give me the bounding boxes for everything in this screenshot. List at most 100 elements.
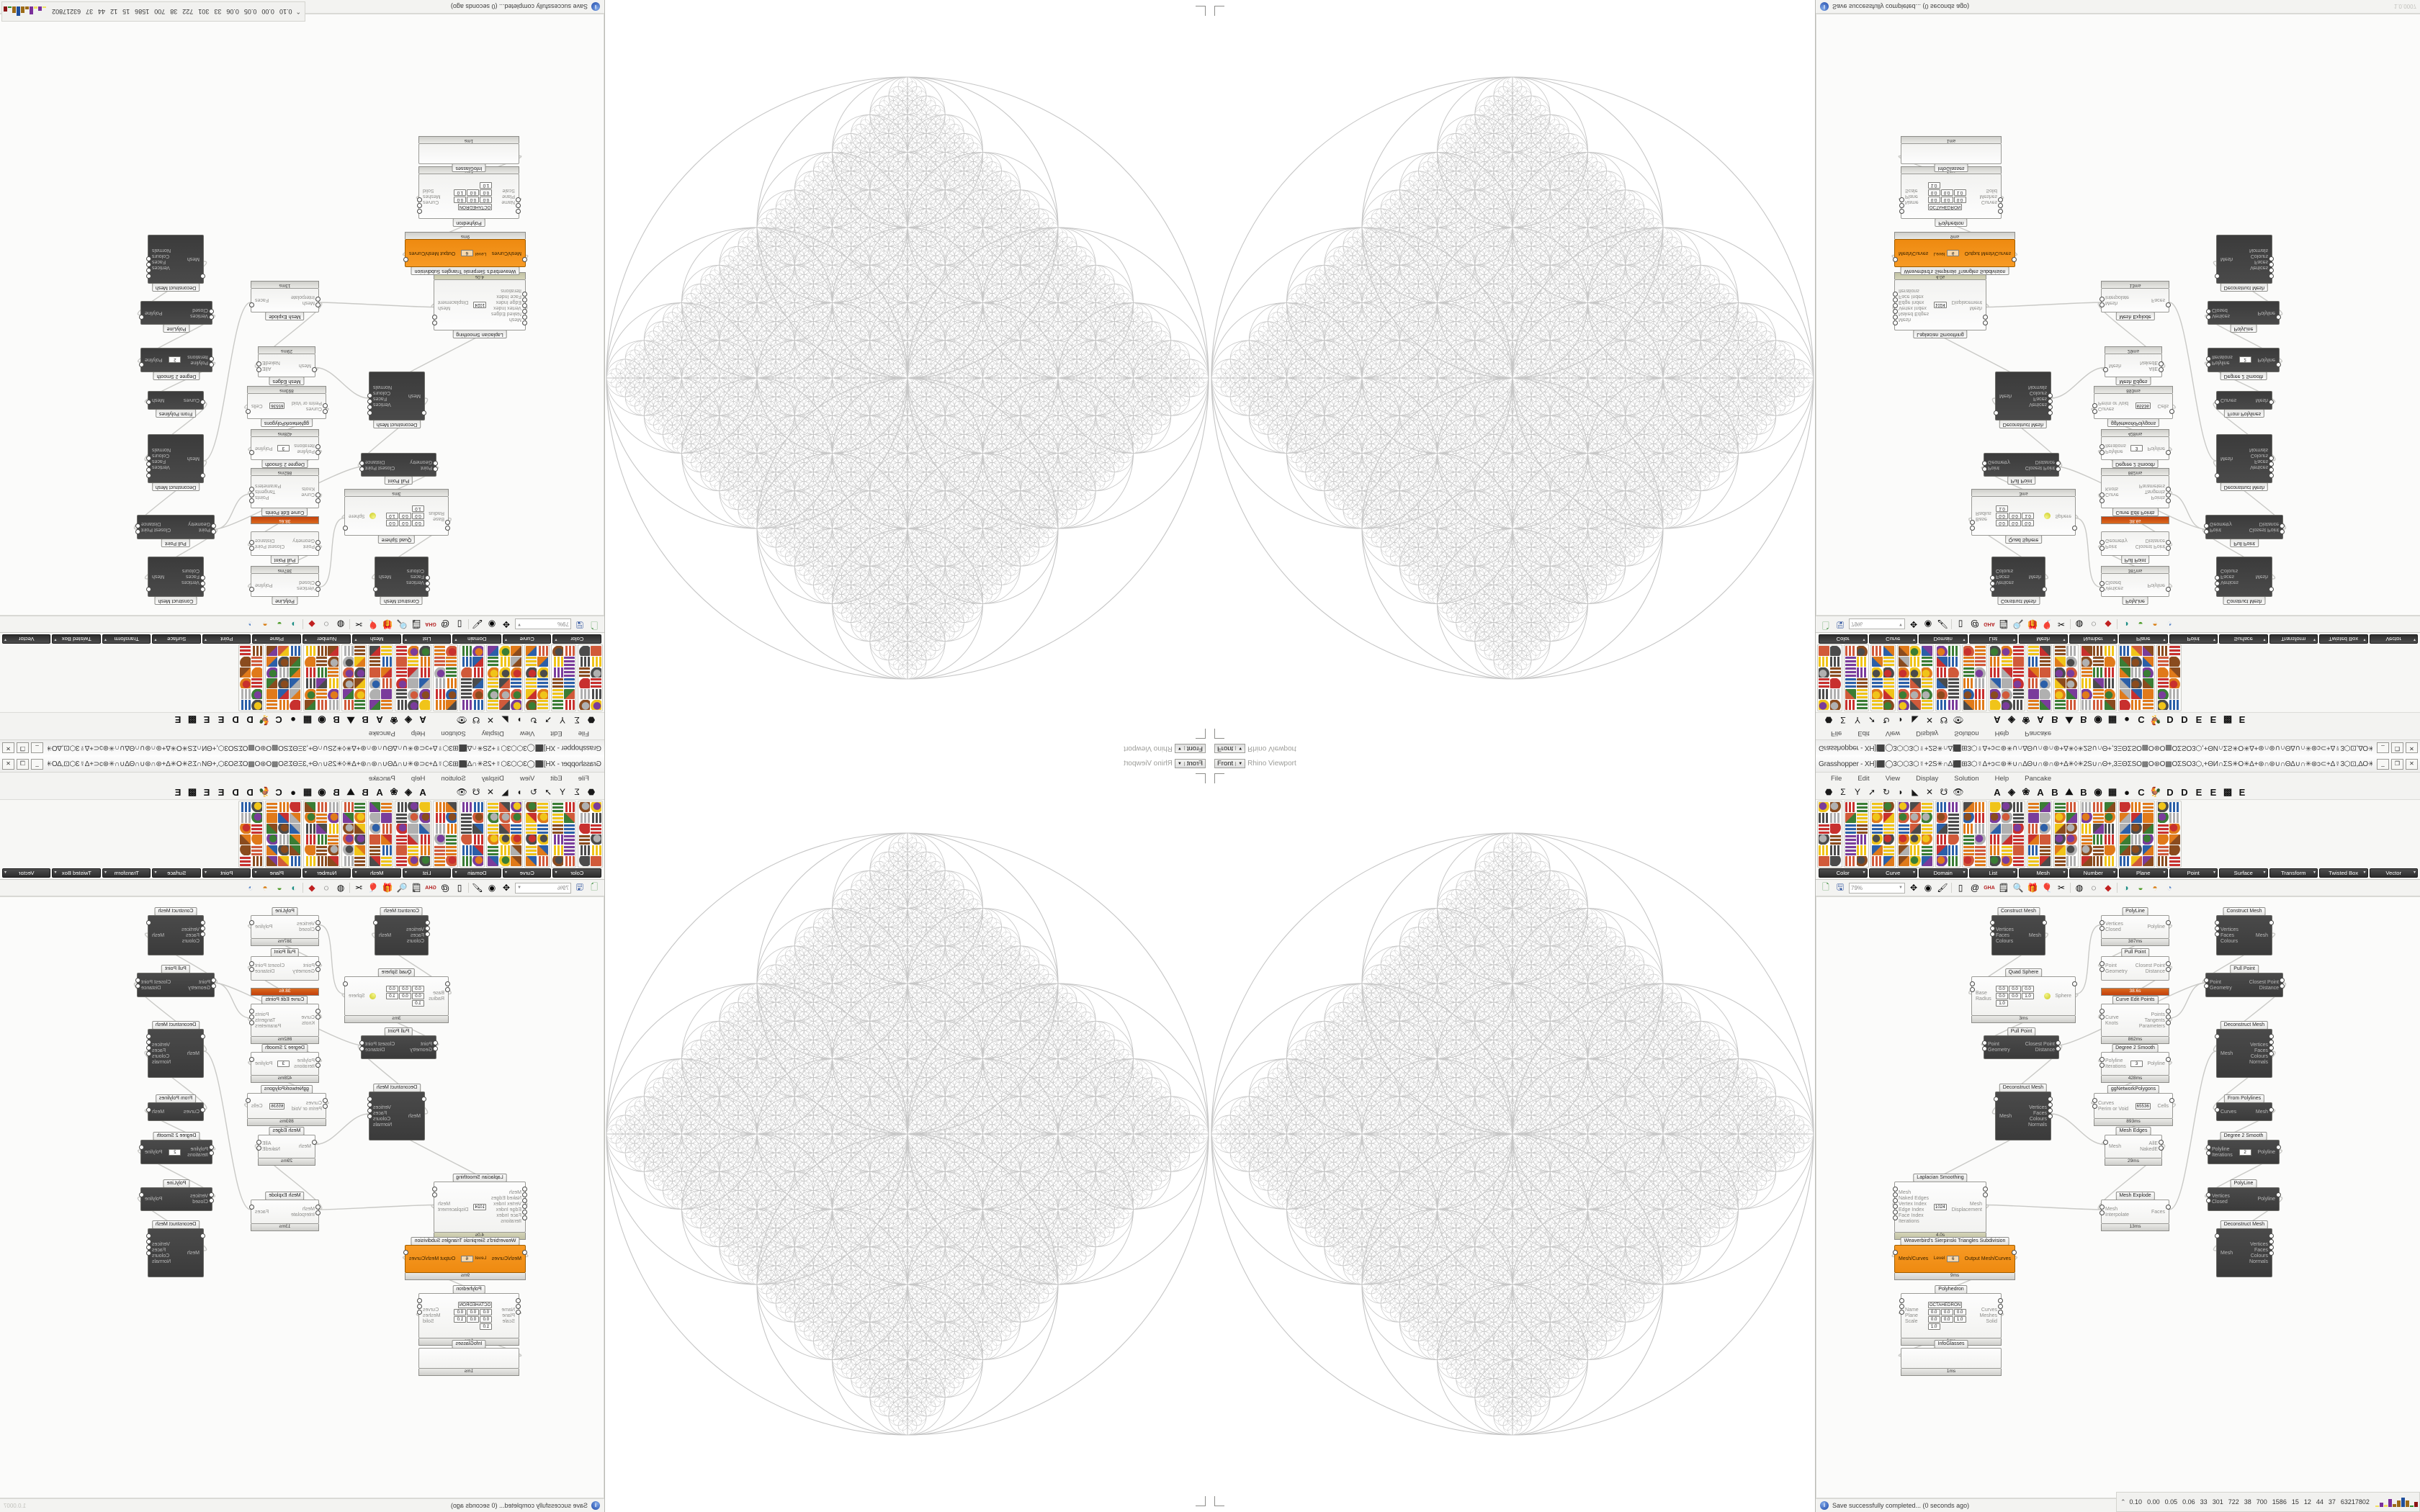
gh-port-nub[interactable]	[2206, 362, 2211, 367]
palette-component-icon[interactable]	[1830, 802, 1841, 812]
palette-group-number[interactable]	[1962, 801, 1987, 868]
palette-component-icon[interactable]	[552, 802, 563, 812]
gh-node-body[interactable]: Curves Perim or Void 65536 Cells	[2092, 1093, 2174, 1119]
gh-node-body[interactable]: Polyline Iterations 2 Polyline	[139, 1140, 214, 1164]
palette-component-icon[interactable]	[266, 813, 277, 823]
palette-component-icon[interactable]	[2081, 824, 2092, 834]
gh-node-pull-point-3[interactable]: Pull Point Point Geometry Closest Point Dist…	[2204, 965, 2285, 997]
palette-component-icon[interactable]	[2055, 678, 2066, 688]
gh-port-nub[interactable]	[2166, 492, 2171, 498]
palette-component-icon[interactable]	[472, 678, 483, 688]
gh-node-body[interactable]: Mesh Vertices Faces Colours Normals	[146, 434, 205, 483]
gh-output-port[interactable]: Normals	[2249, 1259, 2268, 1264]
gh-output-port[interactable]: Normals	[373, 1122, 392, 1128]
palette-component-icon[interactable]	[1883, 678, 1894, 688]
gh-port-nub[interactable]	[522, 1187, 527, 1192]
gh-port-nub[interactable]	[315, 492, 321, 498]
gh-node-degree-2-smooth-1[interactable]: Degree 2 Smooth Polyline Iterations 3 Polyli…	[249, 1044, 321, 1083]
palette-component-icon[interactable]	[2055, 845, 2066, 855]
palette-component-icon[interactable]	[2158, 678, 2169, 688]
gh-node-body[interactable]: Polyline Iterations 3 Polyline	[2099, 1052, 2171, 1076]
gh-node-body[interactable]: Mesh Vertices Faces Colours Normals	[2215, 235, 2274, 284]
gh-output-port[interactable]: Vertices	[373, 1105, 392, 1110]
gh-input-port[interactable]: Closed	[190, 307, 208, 312]
gh-node-polyline-1[interactable]: PolyLine Vertices Closed Polyline 387ms	[249, 566, 321, 605]
palette-component-icon[interactable]	[1830, 646, 1841, 656]
chevron-down-icon[interactable]: ▾	[2263, 635, 2265, 643]
gh-port-nub[interactable]	[2215, 932, 2220, 937]
gh-port-nub[interactable]	[2204, 984, 2209, 989]
gh-port-nub[interactable]	[1990, 581, 1995, 586]
params-curve-icon[interactable]: ↻	[526, 787, 541, 797]
gh-node-body[interactable]: Vertices Faces Colours Mesh	[373, 557, 430, 597]
gh-node-body[interactable]: Base Radius 0.0 0.0 0.0 0.0 0.0 1.0 1.0 Sphere	[1970, 976, 2077, 1016]
palette-component-icon[interactable]	[537, 834, 548, 845]
palette-component-icon[interactable]	[240, 667, 251, 678]
palette-component-icon[interactable]	[2081, 646, 2092, 656]
palette-component-icon[interactable]	[2093, 646, 2104, 656]
gh-node-body[interactable]: Vertices Faces Colours Mesh	[1990, 915, 2047, 955]
gh-port-nub[interactable]	[249, 967, 254, 972]
params-geometry-icon[interactable]: ⬣	[1821, 787, 1836, 797]
gh-port-nub[interactable]	[1893, 320, 1898, 325]
ribbon-category-icon-1[interactable]: ◈	[401, 714, 416, 726]
palette-component-icon[interactable]	[1819, 657, 1829, 667]
palette-component-icon[interactable]	[472, 700, 483, 710]
component-tab-transform[interactable]: Transform ▾	[2269, 868, 2318, 878]
palette-component-icon[interactable]	[499, 802, 510, 812]
gh-output-port[interactable]: Polyline	[145, 1150, 163, 1155]
palette-component-icon[interactable]	[1910, 802, 1921, 812]
ribbon-category-icon-9[interactable]: ●	[2120, 715, 2134, 726]
params-primitive-icon[interactable]: Σ	[570, 787, 584, 797]
gh-output-port[interactable]: Polyline	[145, 358, 163, 363]
palette-group-vector[interactable]	[238, 644, 264, 711]
gh-port-nub[interactable]	[1893, 1187, 1898, 1192]
component-tab-strip[interactable]: Color ▾ Curve ▾ Domain ▾ List ▾ Mesh ▾ Number ▾ Plan…	[1, 633, 603, 644]
palette-component-icon[interactable]	[2131, 700, 2142, 710]
gh-port-nub[interactable]	[2280, 984, 2285, 989]
gh-field-value[interactable]: 0.0	[2009, 520, 2022, 526]
gh-port-nub[interactable]	[1970, 526, 1975, 531]
palette-component-icon[interactable]	[1830, 678, 1841, 688]
gh-port-nub[interactable]	[135, 523, 140, 528]
palette-component-icon[interactable]	[251, 834, 262, 845]
gh-output-port[interactable]: Normals	[2249, 448, 2268, 453]
palette-component-icon[interactable]	[381, 657, 392, 667]
gh-output-port[interactable]: Output Mesh/Curves	[409, 1256, 455, 1261]
ribbon-category-icon-7[interactable]: ◉	[2091, 714, 2105, 726]
gh-node-pull-point-1[interactable]: Pull Point Point Geometry Closest Point Dist…	[359, 1027, 438, 1059]
palette-component-icon[interactable]	[511, 700, 521, 710]
palette-component-icon[interactable]	[461, 802, 472, 812]
palette-component-icon[interactable]	[316, 834, 327, 845]
palette-component-icon[interactable]	[290, 700, 300, 710]
palette-component-icon[interactable]	[408, 856, 418, 866]
gh-input-port[interactable]: Iterations	[187, 1153, 208, 1158]
palette-component-icon[interactable]	[1937, 845, 1948, 855]
palette-component-icon[interactable]	[1899, 667, 1909, 678]
palette-component-icon[interactable]	[328, 700, 339, 710]
gh-node-body[interactable]: Vertices Closed Polyline	[2099, 915, 2171, 939]
gh-port-nub[interactable]	[2269, 274, 2274, 279]
gh-input-port[interactable]: Faces	[1996, 933, 2014, 938]
component-tab-twisted-box[interactable]: Twisted Box ▾	[2319, 634, 2368, 644]
palette-component-icon[interactable]	[2028, 657, 2039, 667]
gh-output-port[interactable]: Mesh	[2256, 575, 2268, 580]
palette-component-icon[interactable]	[1948, 856, 1959, 866]
palette-group-curve[interactable]	[551, 644, 576, 711]
gh-port-nub[interactable]	[211, 978, 216, 983]
palette-component-icon[interactable]	[1937, 824, 1948, 834]
gh-field-value[interactable]: 3	[2130, 1061, 2143, 1067]
gh-output-port[interactable]: Displacement	[1952, 1207, 1982, 1212]
palette-component-icon[interactable]	[266, 657, 277, 667]
gh-input-port[interactable]: Scale	[501, 188, 515, 193]
palette-component-icon[interactable]	[2093, 845, 2104, 855]
chevron-down-icon[interactable]: ▾	[2213, 635, 2215, 643]
scissors-icon[interactable]: ✂	[2056, 883, 2067, 893]
gh-node-body[interactable]: Vertices Closed Polyline	[139, 301, 214, 325]
palette-component-icon[interactable]	[290, 802, 300, 812]
zoom-level-combo[interactable]: 79% ▼	[515, 618, 571, 630]
palette-component-icon[interactable]	[511, 646, 521, 656]
palette-component-icon[interactable]	[488, 689, 498, 699]
ribbon-category-icon-15[interactable]: E	[2206, 787, 2220, 798]
gh-input-port[interactable]: Vertex Index	[1899, 305, 1929, 310]
